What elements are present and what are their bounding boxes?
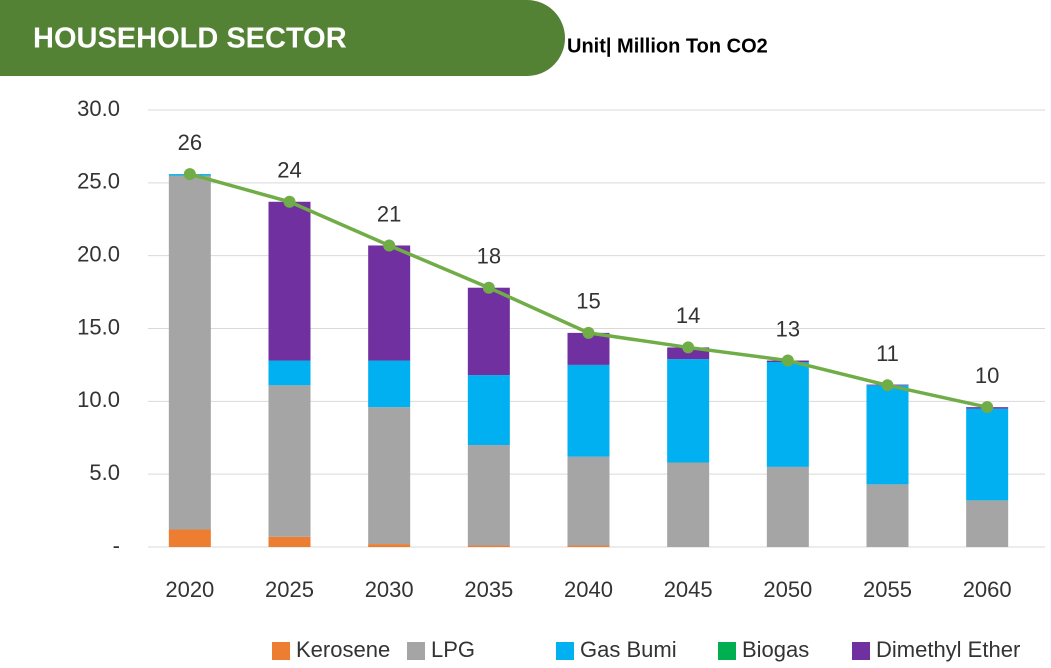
x-tick-label: 2050 [763, 577, 812, 602]
x-tick-label: 2020 [165, 577, 214, 602]
data-label: 13 [776, 316, 800, 341]
bar-segment [866, 484, 909, 547]
y-tick-label: 25.0 [77, 169, 120, 194]
data-label: 11 [876, 341, 899, 366]
bar-segment [567, 456, 610, 546]
legend-label: Gas Bumi [580, 637, 677, 662]
bar-segment [966, 500, 1009, 547]
bar-segment [168, 529, 211, 547]
x-tick-label: 2040 [564, 577, 613, 602]
total-marker [482, 281, 495, 294]
y-tick-label: 20.0 [77, 241, 120, 266]
x-tick-label: 2045 [664, 577, 713, 602]
legend-swatch [852, 642, 870, 660]
bar-segment [667, 462, 710, 547]
bar-segment [368, 407, 411, 545]
x-tick-label: 2055 [863, 577, 912, 602]
bar-segment [467, 375, 510, 446]
bar-segment [168, 175, 211, 530]
x-tick-label: 2060 [963, 577, 1012, 602]
total-marker [682, 341, 695, 354]
bar-segment [866, 385, 909, 485]
bar-segment [766, 466, 809, 547]
y-tick-label: 30.0 [77, 96, 120, 121]
bar-segment [667, 359, 710, 463]
total-marker [283, 195, 296, 208]
chart-subtitle: Unit| Million Ton CO2 [567, 35, 768, 57]
legend-swatch [407, 642, 425, 660]
total-marker [183, 168, 196, 181]
bar-segment [467, 287, 510, 376]
legend-swatch [556, 642, 574, 660]
bar-segment [368, 544, 411, 547]
total-marker [881, 379, 894, 392]
bar-segment [567, 364, 610, 457]
x-tick-label: 2030 [365, 577, 414, 602]
legend-swatch [272, 642, 290, 660]
title-banner [0, 0, 565, 76]
data-label: 10 [975, 363, 999, 388]
bar-segment [268, 201, 311, 361]
data-label: 15 [576, 289, 600, 314]
y-tick-label: 15.0 [77, 314, 120, 339]
bar-segment [268, 385, 311, 537]
bar-segment [467, 545, 510, 547]
y-tick-label: 10.0 [77, 387, 120, 412]
y-tick-label: 5.0 [89, 460, 120, 485]
legend-label: Kerosene [296, 637, 390, 662]
data-label: 14 [676, 303, 700, 328]
bar-segment [467, 445, 510, 546]
x-tick-label: 2025 [265, 577, 314, 602]
legend-label: Dimethyl Ether [876, 637, 1020, 662]
total-marker [981, 401, 994, 414]
y-tick-label: - [113, 533, 120, 558]
total-marker [383, 239, 396, 252]
total-marker [781, 354, 794, 367]
bar-segment [368, 245, 411, 361]
bar-segment [567, 545, 610, 547]
data-label: 18 [477, 244, 501, 269]
legend-label: LPG [431, 637, 475, 662]
bar-segment [268, 536, 311, 547]
data-label: 26 [178, 130, 202, 155]
bar-segment [368, 360, 411, 408]
bar-segment [268, 360, 311, 386]
data-label: 24 [277, 158, 301, 183]
chart-title: HOUSEHOLD SECTOR [33, 23, 347, 55]
legend-swatch [718, 642, 736, 660]
legend-label: Biogas [742, 637, 809, 662]
bar-segment [966, 408, 1009, 501]
x-tick-label: 2035 [464, 577, 513, 602]
data-label: 21 [377, 201, 401, 226]
total-marker [582, 326, 595, 339]
bar-segment [766, 362, 809, 467]
